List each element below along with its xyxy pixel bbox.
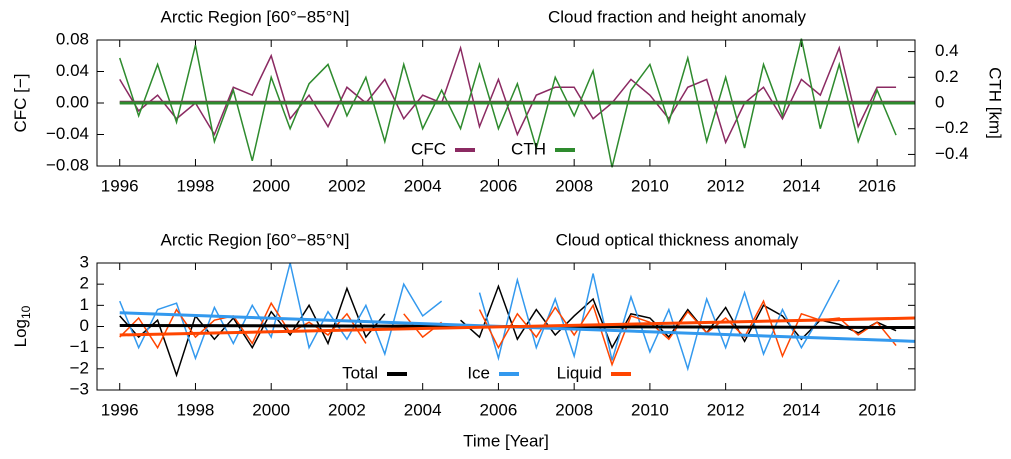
x-tick-label: 1998 <box>177 400 215 419</box>
y-tick-label: 2 <box>80 274 89 293</box>
y2-tick-label: 0.2 <box>935 67 959 86</box>
x-tick-label: 2002 <box>328 400 366 419</box>
y-tick-label: −0.08 <box>46 155 89 174</box>
x-tick-label: 2004 <box>404 176 442 195</box>
y-axis-label: CFC [−] <box>11 73 30 132</box>
y-tick-label: 0.04 <box>56 61 89 80</box>
legend-label: Liquid <box>557 363 602 382</box>
y-axis-label-text: CFC [−] <box>11 73 30 132</box>
legend-label: Ice <box>467 363 490 382</box>
y-tick-label: −0.04 <box>46 124 89 143</box>
trend-line <box>119 316 916 337</box>
x-tick-label: 2014 <box>782 400 820 419</box>
series-line <box>119 45 897 145</box>
plot-frame <box>96 262 916 391</box>
chart-subtitle: Cloud fraction and height anomaly <box>548 7 806 26</box>
y2-tick-label: 0 <box>935 92 944 111</box>
x-tick-label: 2010 <box>631 400 669 419</box>
x-tick-label: 1998 <box>177 176 215 195</box>
series-line <box>119 38 897 168</box>
x-tick-label: 2012 <box>707 400 745 419</box>
x-tick-label: 2012 <box>707 176 745 195</box>
legend-label: CTH <box>511 139 546 158</box>
y-tick-label: 3 <box>80 252 89 271</box>
y-tick-label: 1 <box>80 295 89 314</box>
x-tick-label: 2000 <box>252 176 290 195</box>
x-tick-label: 2006 <box>480 400 518 419</box>
legend-label: CFC <box>411 139 446 158</box>
y-axis-label-sub: 10 <box>19 305 33 319</box>
x-tick-label: 2000 <box>252 400 290 419</box>
chart-subtitle: Cloud optical thickness anomaly <box>556 230 799 249</box>
x-tick-label: 1996 <box>101 176 139 195</box>
y-axis-label-text: Log <box>11 319 30 347</box>
x-tick-label: 2002 <box>328 176 366 195</box>
y2-tick-label: −0.4 <box>935 144 969 163</box>
y2-axis-label: CTH [km] <box>986 67 1005 139</box>
x-tick-label: 1996 <box>101 400 139 419</box>
plot-frame <box>96 39 916 167</box>
y2-tick-label: 0.4 <box>935 41 959 60</box>
y-tick-label: −1 <box>70 337 89 356</box>
y-tick-label: 0.08 <box>56 29 89 48</box>
chart-title: Arctic Region [60°−85°N] <box>161 7 350 26</box>
y-axis-label: Log10 <box>11 305 33 347</box>
y-tick-label: −2 <box>70 358 89 377</box>
y-tick-label: −3 <box>70 379 89 398</box>
x-tick-label: 2014 <box>782 176 820 195</box>
legend-label: Total <box>342 363 378 382</box>
x-tick-label: 2006 <box>480 176 518 195</box>
x-tick-label: 2010 <box>631 176 669 195</box>
chart-title: Arctic Region [60°−85°N] <box>161 230 350 249</box>
y-tick-label: 0 <box>80 316 89 335</box>
x-tick-label: 2008 <box>555 176 593 195</box>
x-tick-label: 2004 <box>404 400 442 419</box>
x-tick-label: 2008 <box>555 400 593 419</box>
x-tick-label: 2016 <box>858 176 896 195</box>
x-axis-label: Time [Year] <box>463 431 549 450</box>
x-tick-label: 2016 <box>858 400 896 419</box>
y2-tick-label: −0.2 <box>935 118 969 137</box>
y-tick-label: 0.00 <box>56 92 89 111</box>
